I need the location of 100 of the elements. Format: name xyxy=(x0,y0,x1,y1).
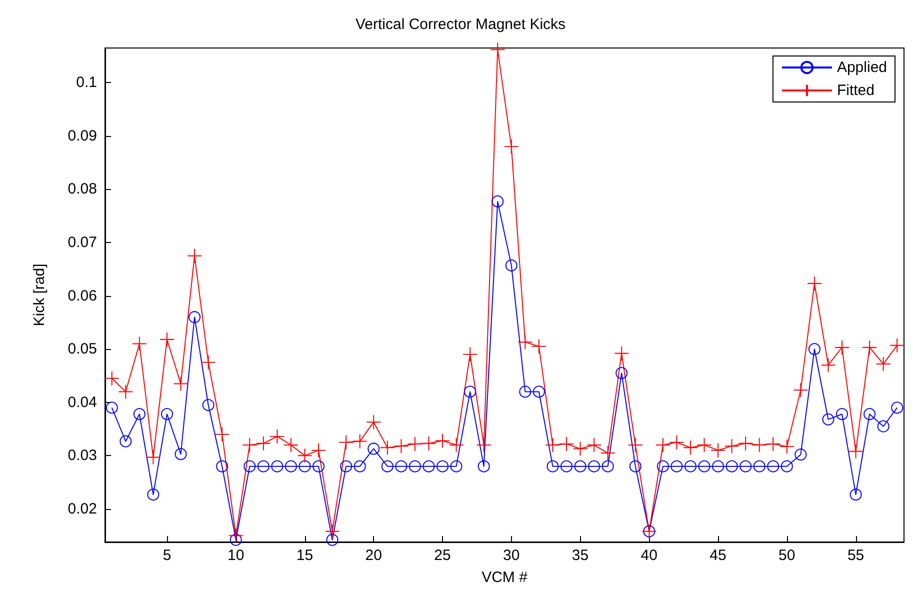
point xyxy=(271,460,284,472)
point xyxy=(173,376,188,392)
point xyxy=(572,441,588,456)
point xyxy=(891,402,904,414)
point xyxy=(877,420,890,432)
point xyxy=(834,340,850,355)
point xyxy=(492,195,504,208)
point xyxy=(588,460,600,472)
point xyxy=(614,346,630,361)
point xyxy=(380,440,395,456)
point xyxy=(187,248,202,264)
x-tick-label: 30 xyxy=(503,547,520,564)
point xyxy=(505,259,518,272)
point xyxy=(436,460,449,472)
y-tick-label: 0.09 xyxy=(68,127,97,144)
point xyxy=(670,460,683,472)
x-tick-label: 35 xyxy=(572,547,589,564)
point xyxy=(407,436,422,452)
point xyxy=(118,384,134,400)
point xyxy=(848,444,864,459)
point xyxy=(602,460,614,472)
point xyxy=(518,334,533,350)
point xyxy=(146,450,161,465)
y-tick-label: 0.08 xyxy=(68,180,97,198)
y-tick-label: 0.02 xyxy=(68,500,97,518)
x-tick-label: 55 xyxy=(847,547,864,564)
point xyxy=(726,460,738,472)
x-tick-label: 50 xyxy=(778,547,796,564)
y-axis-title: Kick [rad] xyxy=(31,264,48,326)
point xyxy=(435,433,450,448)
point xyxy=(519,386,532,398)
y-tick-label: 0.03 xyxy=(68,447,97,464)
point xyxy=(462,346,478,362)
point xyxy=(696,438,712,453)
point xyxy=(421,436,436,451)
point xyxy=(188,311,201,324)
point xyxy=(200,354,216,370)
point xyxy=(352,434,368,449)
point xyxy=(408,460,421,472)
point xyxy=(338,434,354,450)
legend-label: Applied xyxy=(836,59,888,76)
point xyxy=(354,460,366,472)
point xyxy=(450,460,462,472)
point xyxy=(242,438,258,453)
point xyxy=(324,524,340,539)
point xyxy=(780,460,793,472)
point xyxy=(478,460,490,472)
point xyxy=(808,343,820,356)
point xyxy=(574,460,586,472)
point xyxy=(368,442,380,455)
point xyxy=(270,428,285,444)
point xyxy=(283,438,298,453)
point xyxy=(616,367,628,380)
point xyxy=(752,438,767,453)
point xyxy=(724,438,740,454)
point xyxy=(161,408,173,420)
point xyxy=(448,438,464,453)
x-tick-label: 25 xyxy=(434,547,451,564)
point xyxy=(202,399,214,412)
x-tick-label: 15 xyxy=(296,547,314,564)
x-tick-label: 10 xyxy=(228,547,244,564)
point xyxy=(366,414,382,430)
point xyxy=(600,446,616,461)
point xyxy=(395,460,408,472)
point xyxy=(132,336,147,352)
point xyxy=(531,338,546,354)
x-tick-label: 45 xyxy=(710,547,726,564)
point xyxy=(822,413,834,426)
point xyxy=(793,382,808,398)
point xyxy=(794,448,807,461)
point xyxy=(257,460,270,472)
point xyxy=(890,338,905,353)
point xyxy=(244,460,256,472)
point xyxy=(806,276,822,292)
x-axis-title: VCM # xyxy=(482,569,528,586)
point xyxy=(629,460,642,472)
point xyxy=(284,460,297,472)
point xyxy=(738,436,754,451)
point xyxy=(422,460,435,472)
point xyxy=(682,440,698,456)
x-tick-label: 40 xyxy=(640,547,658,564)
point xyxy=(712,460,724,472)
point xyxy=(558,436,574,452)
point xyxy=(710,442,726,458)
point xyxy=(740,460,752,472)
point xyxy=(326,534,338,546)
point xyxy=(864,408,876,420)
point xyxy=(104,370,120,386)
point xyxy=(820,358,836,373)
point xyxy=(120,435,132,448)
point xyxy=(560,460,572,472)
point xyxy=(340,460,352,472)
point xyxy=(311,442,326,458)
point xyxy=(876,356,891,372)
point xyxy=(228,528,244,544)
y-tick-label: 0.1 xyxy=(76,74,97,92)
point xyxy=(546,460,559,472)
point xyxy=(504,139,519,154)
point xyxy=(464,386,476,398)
point xyxy=(862,340,878,355)
